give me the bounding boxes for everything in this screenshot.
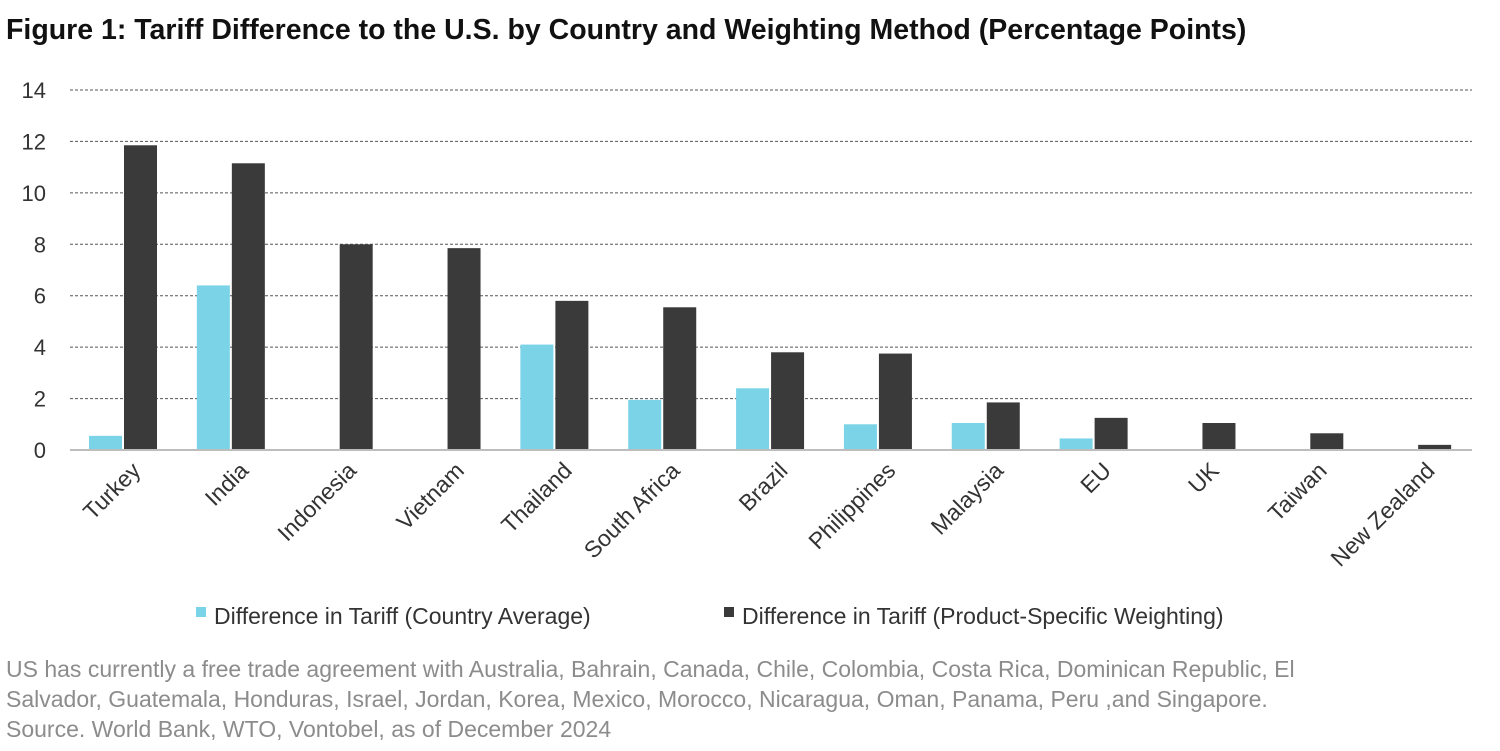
bar-chart: 0 2 4 6 8 10 12 14 Turkey India Indonesia Vietnam Th…: [22, 78, 1472, 629]
bar-product-weighting: [663, 307, 697, 450]
bar-product-weighting: [771, 352, 805, 450]
bar-product-weighting: [447, 248, 481, 450]
legend-label: Difference in Tariff (Country Average): [214, 603, 591, 629]
x-tick-label: Thailand: [496, 457, 577, 538]
x-tick-label: Vietnam: [391, 457, 469, 535]
y-tick-label: 12: [22, 129, 46, 154]
bar-product-weighting: [1202, 423, 1236, 450]
footnote-source: Source. World Bank, WTO, Vontobel, as of…: [6, 716, 612, 742]
y-tick-label: 2: [34, 387, 46, 412]
x-tick-label: EU: [1075, 457, 1116, 498]
bar-country-average: [196, 285, 230, 450]
x-tick-label: Indonesia: [272, 457, 361, 546]
bar-product-weighting: [124, 145, 157, 451]
y-tick-label: 14: [22, 78, 46, 103]
legend-swatch: [724, 607, 734, 617]
bar-product-weighting: [1094, 417, 1128, 450]
x-tick-label: India: [200, 457, 254, 511]
bar-country-average: [1059, 438, 1093, 450]
bar-country-average: [951, 423, 985, 450]
y-tick-label: 4: [34, 335, 46, 360]
chart-title: Figure 1: Tariff Difference to the U.S. …: [6, 14, 1247, 46]
y-tick-label: 8: [34, 232, 46, 257]
footnotes: US has currently a free trade agreement …: [6, 654, 1496, 744]
x-tick-label: Malaysia: [926, 457, 1009, 540]
x-tick-label: Brazil: [733, 457, 792, 516]
legend-label: Difference in Tariff (Product-Specific W…: [742, 603, 1224, 629]
x-tick-label: UK: [1183, 457, 1224, 498]
footnote-line-2: Salvador, Guatemala, Honduras, Israel, J…: [6, 686, 1268, 712]
bar-country-average: [736, 388, 770, 450]
bar-product-weighting: [986, 402, 1020, 450]
x-tick-label: New Zealand: [1325, 457, 1439, 571]
x-tick-label: Philippines: [803, 457, 900, 554]
legend-swatch: [196, 607, 206, 617]
bar-country-average: [628, 399, 662, 450]
x-tick-label: Taiwan: [1263, 457, 1332, 526]
x-tick-label: Turkey: [78, 457, 146, 525]
bar-product-weighting: [878, 353, 912, 450]
y-tick-label: 0: [34, 438, 46, 463]
bar-country-average: [843, 424, 877, 450]
footnote-line-1: US has currently a free trade agreement …: [6, 656, 1295, 682]
bar-product-weighting: [1418, 444, 1452, 450]
x-tick-label: South Africa: [579, 457, 685, 563]
bar-country-average: [520, 344, 554, 450]
bar-product-weighting: [339, 244, 373, 450]
bar-product-weighting: [555, 300, 589, 450]
y-tick-label: 10: [22, 181, 46, 206]
bar-product-weighting: [1310, 433, 1344, 450]
bar-product-weighting: [231, 163, 265, 451]
bar-country-average: [89, 435, 122, 450]
y-tick-label: 6: [34, 284, 46, 309]
